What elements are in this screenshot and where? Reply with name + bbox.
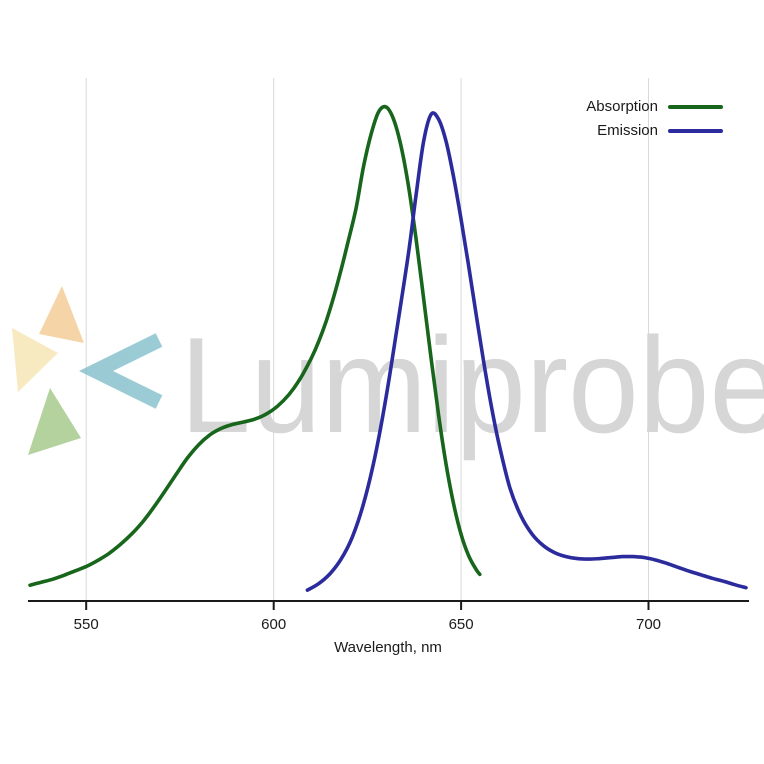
x-tick-label-650: 650 xyxy=(449,616,474,633)
x-axis-title: Wavelength, nm xyxy=(334,639,442,656)
logo-leaf-orange xyxy=(39,286,84,343)
x-axis-ticks: 550 600 650 700 xyxy=(74,602,661,633)
legend-item-absorption: Absorption xyxy=(586,95,723,119)
legend: Absorption Emission xyxy=(586,95,723,143)
legend-line-emission xyxy=(668,129,723,133)
logo-leaf-green xyxy=(28,388,81,455)
x-tick-label-600: 600 xyxy=(261,616,286,633)
legend-item-emission: Emission xyxy=(586,119,723,143)
gridlines xyxy=(85,78,649,600)
emission-curve xyxy=(305,111,748,592)
legend-label-emission: Emission xyxy=(597,122,658,139)
watermark-text: Lumiprobe xyxy=(180,309,764,461)
logo-leaf-yellow xyxy=(12,328,58,392)
x-tick-label-700: 700 xyxy=(636,616,661,633)
legend-line-absorption xyxy=(668,105,723,109)
x-tick-label-550: 550 xyxy=(74,616,99,633)
legend-label-absorption: Absorption xyxy=(586,98,658,115)
logo-chevron-teal xyxy=(79,333,163,409)
lumiprobe-logo-icon xyxy=(12,286,163,455)
curves xyxy=(28,104,748,592)
absorption-curve xyxy=(28,104,482,587)
